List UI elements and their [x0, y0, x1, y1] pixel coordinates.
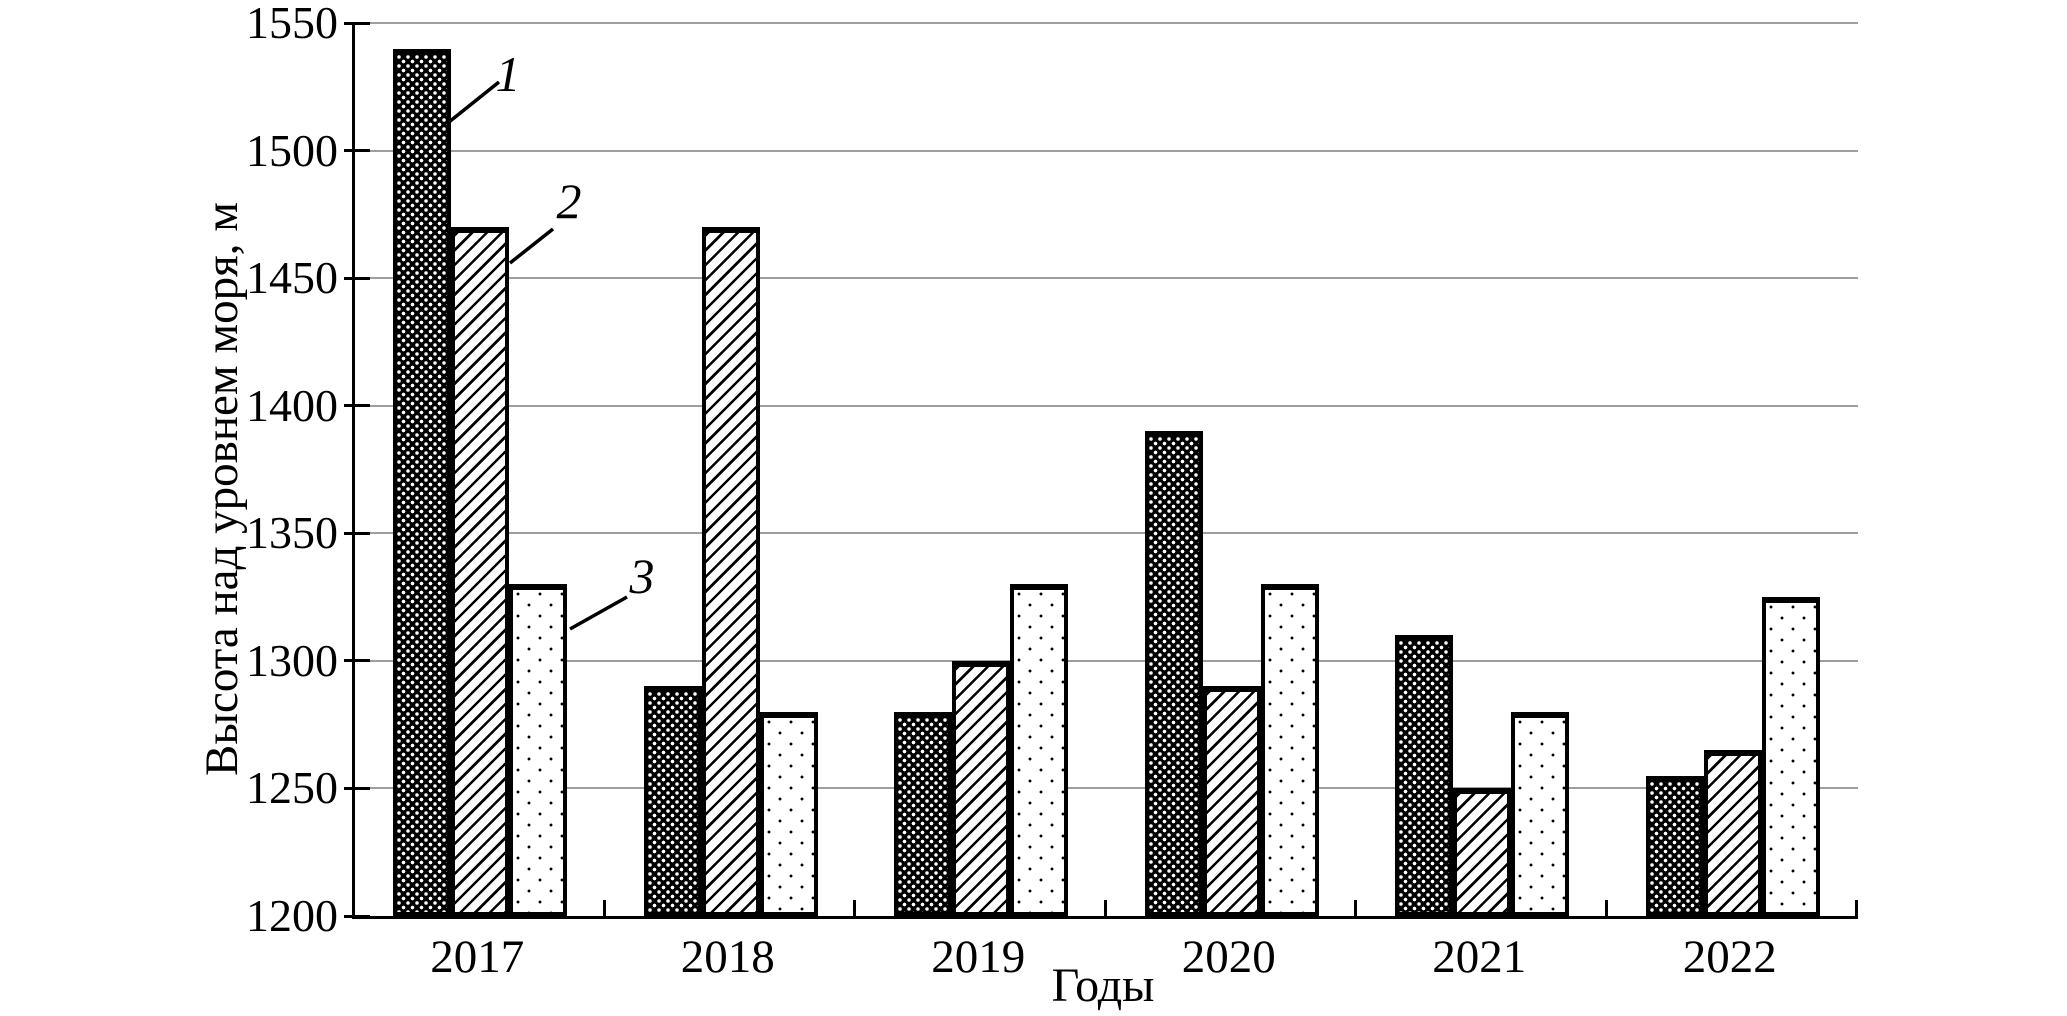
y-axis-tick-1350: [344, 531, 370, 535]
gridline-1400: [355, 404, 1858, 407]
series-marker-3: 3: [629, 548, 655, 604]
x-axis-title: Годы: [1051, 959, 1155, 1012]
bar-2020-series-2: [1202, 686, 1261, 916]
bar-2019-series-1: [894, 711, 953, 916]
bar-2019-series-3: [1010, 584, 1069, 916]
gridline-1250: [355, 787, 1858, 790]
bar-2017-series-3: [509, 584, 568, 916]
x-axis-tick-3: [1103, 900, 1107, 916]
bar-2022-series-2: [1703, 750, 1762, 916]
annotation-leader-lines: [447, 80, 628, 631]
gridline-1300: [355, 659, 1858, 662]
x-tick-label-2022: 2022: [1682, 931, 1777, 983]
bar-2017-series-2: [451, 227, 510, 916]
gridline-1550: [355, 22, 1858, 24]
y-tick-label-1350: 1350: [246, 507, 338, 559]
x-axis-tick-4: [1354, 900, 1357, 916]
series-marker-1: 1: [495, 46, 521, 102]
bar-2018-series-3: [759, 711, 818, 916]
y-tick-label-1300: 1300: [246, 634, 338, 686]
x-axis-tick-1: [602, 900, 606, 916]
y-tick-label-1250: 1250: [246, 762, 338, 814]
gridline-1350: [355, 532, 1858, 535]
leader-line-series-1: [447, 80, 501, 124]
x-tick-label-2019: 2019: [931, 931, 1026, 983]
x-tick-label-2021: 2021: [1432, 931, 1527, 983]
gridline-1500: [355, 149, 1858, 152]
x-tick-label-2018: 2018: [680, 931, 775, 983]
y-axis-tick-1250: [344, 786, 370, 790]
y-axis-tick-1400: [344, 404, 370, 408]
x-axis-tick-2: [853, 900, 856, 916]
bar-2021-series-3: [1511, 711, 1570, 916]
y-tick-label-1450: 1450: [246, 252, 338, 304]
bar-2017-series-1: [393, 48, 452, 916]
plot-area: 1 2 3: [344, 21, 1858, 919]
y-axis-tick-1500: [344, 149, 370, 153]
y-tick-label-1500: 1500: [246, 124, 338, 176]
gridline-1450: [355, 277, 1858, 280]
bar-2020-series-1: [1144, 431, 1203, 916]
x-tick-label-2017: 2017: [430, 931, 525, 983]
leader-line-series-3: [569, 595, 628, 631]
leader-line-series-2: [508, 227, 555, 265]
y-axis-tick-1200: [344, 914, 370, 918]
bar-2019-series-2: [952, 660, 1011, 916]
y-tick-label-1550: 1550: [246, 0, 338, 48]
y-tick-label-1200: 1200: [246, 890, 338, 941]
bar-2021-series-1: [1395, 635, 1454, 916]
bar-2018-series-2: [701, 227, 760, 916]
y-axis-tick-1550: [344, 21, 370, 25]
bar-2021-series-2: [1453, 788, 1512, 916]
x-axis-tick-6: [1855, 900, 1858, 916]
y-axis-tick-1450: [344, 276, 370, 280]
series-marker-2: 2: [556, 173, 582, 229]
bar-2018-series-1: [643, 686, 702, 916]
bar-2020-series-3: [1260, 584, 1319, 916]
bar-2022-series-1: [1645, 775, 1704, 916]
x-axis-tick-5: [1604, 900, 1608, 916]
y-axis-tick-1300: [344, 659, 370, 663]
x-tick-label-2020: 2020: [1181, 931, 1276, 983]
bar-2022-series-3: [1761, 597, 1820, 916]
y-tick-label-1400: 1400: [246, 379, 338, 431]
